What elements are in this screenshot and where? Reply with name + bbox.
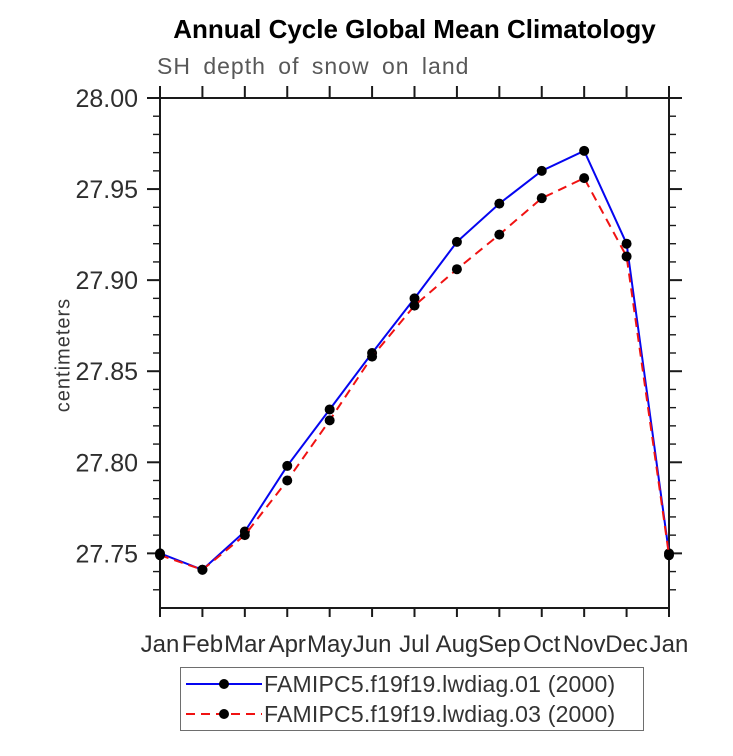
x-tick-label: Nov — [563, 631, 606, 658]
chart-subtitle: SH depth of snow on land — [157, 53, 470, 79]
legend-sample-marker — [219, 709, 229, 719]
x-tick-label: Mar — [224, 631, 265, 658]
series-line-0 — [159, 149, 670, 571]
legend-item-lwdiag-01: FAMIPC5.f19f19.lwdiag.01 (2000) — [184, 670, 643, 698]
legend-line-sample-dashed — [186, 709, 262, 719]
data-point-marker — [324, 415, 335, 426]
data-point-marker — [409, 293, 420, 304]
legend: FAMIPC5.f19f19.lwdiag.01 (2000) FAMIPC5.… — [180, 667, 644, 731]
data-point-marker — [536, 193, 547, 204]
data-point-marker — [621, 251, 632, 262]
data-point-marker — [451, 264, 462, 275]
data-point-marker — [282, 475, 293, 486]
data-point-marker — [239, 530, 250, 541]
x-tick-label: Apr — [269, 631, 306, 658]
data-point-marker — [664, 550, 674, 561]
data-point-marker — [536, 165, 547, 176]
x-tick-label: Oct — [523, 631, 561, 658]
x-tick-label: Jul — [399, 631, 430, 658]
series-line-1 — [159, 176, 670, 571]
x-tick-label: Sep — [478, 631, 521, 658]
data-point-marker — [409, 300, 420, 311]
data-point-marker — [282, 460, 293, 471]
legend-label: FAMIPC5.f19f19.lwdiag.03 (2000) — [264, 700, 616, 727]
y-tick-label: 27.95 — [75, 176, 138, 204]
data-point-marker — [324, 404, 335, 415]
data-point-marker — [494, 198, 505, 209]
data-point-marker — [621, 238, 632, 249]
x-tick-label: Jan — [650, 631, 689, 658]
chart-title: Annual Cycle Global Mean Climatology — [173, 14, 656, 44]
axes-frame — [159, 97, 670, 609]
y-tick-label: 28.00 — [75, 85, 138, 113]
data-point-marker — [579, 173, 590, 184]
legend-item-lwdiag-03: FAMIPC5.f19f19.lwdiag.03 (2000) — [184, 700, 643, 728]
y-tick-label: 27.80 — [75, 449, 138, 477]
data-point-marker — [451, 236, 462, 247]
x-tick-label: Jun — [353, 631, 392, 658]
x-tick-label: Aug — [436, 631, 479, 658]
x-tick-label: Dec — [605, 631, 648, 658]
data-point-marker — [367, 351, 378, 362]
legend-label: FAMIPC5.f19f19.lwdiag.01 (2000) — [264, 670, 616, 697]
data-point-marker — [155, 550, 165, 561]
y-tick-label: 27.85 — [75, 358, 138, 386]
legend-line-sample-solid — [186, 679, 262, 689]
y-tick-label: 27.90 — [75, 267, 138, 295]
x-tick-label: Feb — [182, 631, 223, 658]
x-tick-label: Jan — [141, 631, 180, 658]
data-point-marker — [197, 564, 208, 575]
data-point-marker — [494, 229, 505, 240]
y-tick-label: 27.75 — [75, 540, 138, 568]
data-point-marker — [579, 145, 590, 156]
legend-sample-marker — [219, 679, 229, 689]
x-tick-label: May — [307, 631, 352, 658]
